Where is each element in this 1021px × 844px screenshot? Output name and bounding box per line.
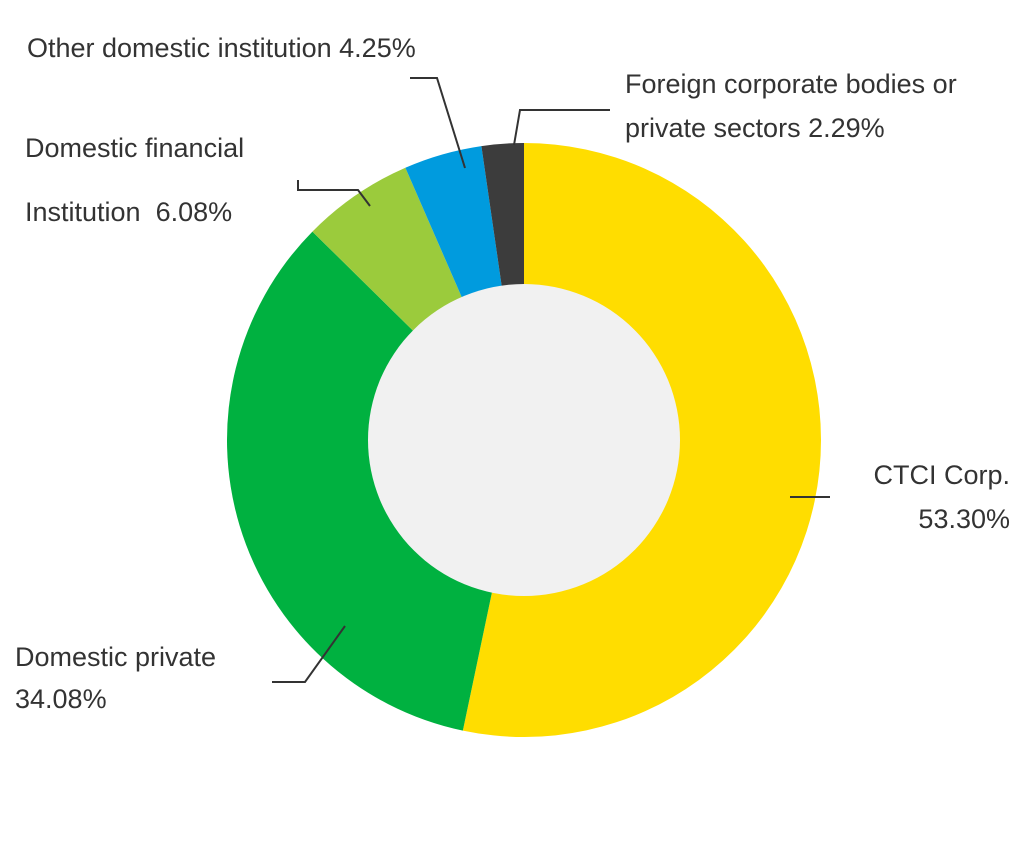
leader-line (513, 109, 610, 146)
value-label: 4.25% (339, 33, 416, 63)
leader-line (297, 180, 371, 207)
category-label: Domestic financial Institution (25, 133, 252, 227)
category-label: Domestic private (15, 642, 217, 672)
value-label: 2.29% (808, 113, 885, 143)
leader-line (272, 625, 346, 683)
category-label: Foreign corporate bodies or private sect… (625, 69, 965, 143)
value-label: 53.30% (918, 504, 1010, 534)
category-label: Other domestic institution (27, 33, 332, 63)
slice-label: Other domestic institution 4.25% (27, 28, 416, 68)
slice-label: Domestic financial Institution 6.08% (25, 116, 315, 244)
value-label: 6.08% (155, 197, 233, 227)
slice-label: CTCI Corp. 53.30% (810, 453, 1010, 541)
donut-hole (368, 284, 680, 596)
leader-line (410, 77, 466, 169)
category-label: CTCI Corp. (873, 460, 1010, 490)
slice-label: Domestic private 34.08% (15, 636, 285, 720)
value-label: 34.08% (15, 684, 107, 714)
slice-label: Foreign corporate bodies or private sect… (625, 62, 1015, 150)
